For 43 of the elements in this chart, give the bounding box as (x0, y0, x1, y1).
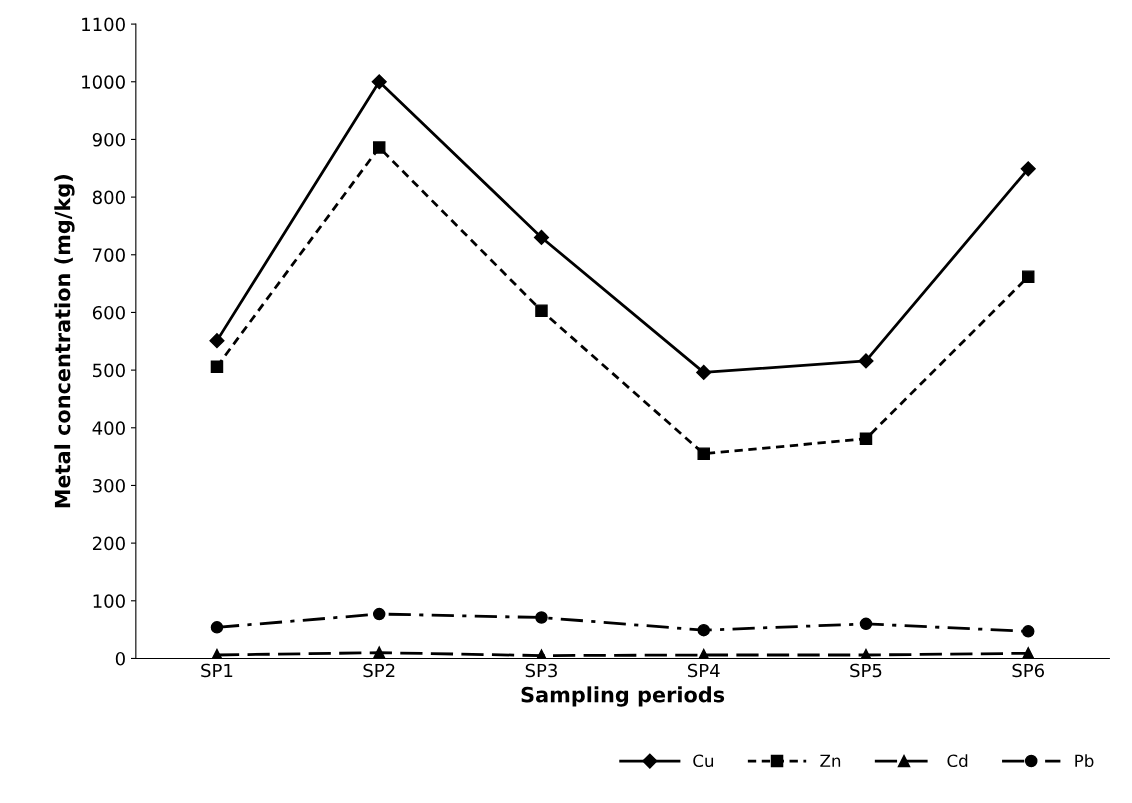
point (1021, 625, 1035, 638)
point (209, 333, 225, 349)
y-axis-title: Metal concentration (mg/kg) (54, 175, 75, 508)
point (210, 621, 224, 634)
x-tick-label: SP3 (525, 663, 557, 678)
point (533, 229, 550, 246)
x-tick-label: SP5 (850, 663, 882, 678)
y-tick-label: 1100 (82, 17, 125, 32)
y-tick-label: 600 (92, 305, 125, 320)
y-tick-label: 0 (115, 651, 125, 666)
point (858, 353, 874, 369)
point (697, 447, 710, 460)
x-tick-label: SP1 (201, 663, 233, 678)
y-tick-label: 1000 (82, 75, 125, 89)
point (859, 617, 873, 631)
y-tick-label: 900 (92, 132, 125, 147)
legend-label: Cu (693, 754, 714, 768)
y-tick-label: 100 (93, 594, 125, 608)
point (372, 607, 386, 621)
point (371, 74, 387, 90)
point (535, 611, 548, 624)
legend-label: Zn (820, 754, 841, 767)
point (1021, 270, 1035, 283)
y-tick-label: 800 (92, 190, 125, 205)
y-tick-label: 700 (93, 248, 125, 262)
x-axis-title: Sampling periods (521, 686, 725, 707)
point (1020, 161, 1036, 177)
point (696, 364, 712, 380)
point (535, 304, 548, 317)
y-tick-label: 400 (92, 421, 125, 435)
point (697, 623, 710, 637)
y-tick-label: 200 (92, 536, 125, 551)
x-tick-label: SP2 (363, 663, 395, 678)
legend-label: Pb (1075, 754, 1094, 768)
y-tick-label: 300 (93, 478, 125, 493)
point (372, 646, 386, 659)
point (859, 432, 873, 445)
point (210, 360, 224, 373)
point (372, 141, 386, 154)
x-tick-label: SP6 (1012, 663, 1045, 678)
legend-label: Cd (947, 754, 968, 768)
y-tick-label: 500 (93, 363, 125, 378)
x-tick-label: SP4 (688, 663, 720, 678)
